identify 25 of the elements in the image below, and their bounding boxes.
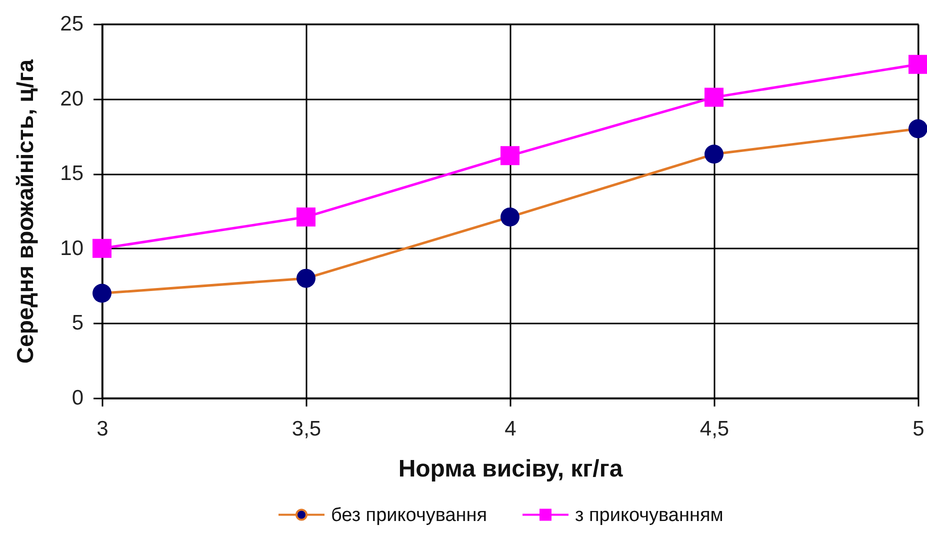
y-tick-label: 20: [60, 87, 84, 110]
y-tick-label: 5: [72, 312, 84, 335]
point: [92, 284, 112, 303]
point: [908, 119, 927, 138]
point: [500, 146, 520, 166]
legend-label: з прикочуванням: [575, 504, 724, 526]
x-tick-label: 4: [504, 418, 517, 440]
point: [908, 54, 927, 74]
x-tick-label: 5: [912, 418, 924, 440]
x-tick-label: 4,5: [700, 418, 730, 440]
point: [296, 207, 316, 226]
point: [500, 208, 520, 226]
y-axis-title: Середня врожайність, ц/га: [12, 59, 38, 364]
point: [296, 268, 316, 288]
x-axis-title: Норма висіву, кг/га: [398, 456, 624, 482]
y-tick-label: 15: [60, 162, 84, 186]
y-tick-label: 25: [60, 12, 84, 36]
y-tick-label: 0: [72, 386, 84, 410]
x-tick-label: 3: [96, 418, 108, 440]
point: [92, 238, 112, 258]
y-tick-label: 10: [60, 236, 84, 260]
point: [704, 144, 724, 164]
point: [704, 88, 724, 107]
x-tick-label: 3,5: [292, 418, 322, 440]
legend-label: без прикочування: [331, 504, 488, 526]
